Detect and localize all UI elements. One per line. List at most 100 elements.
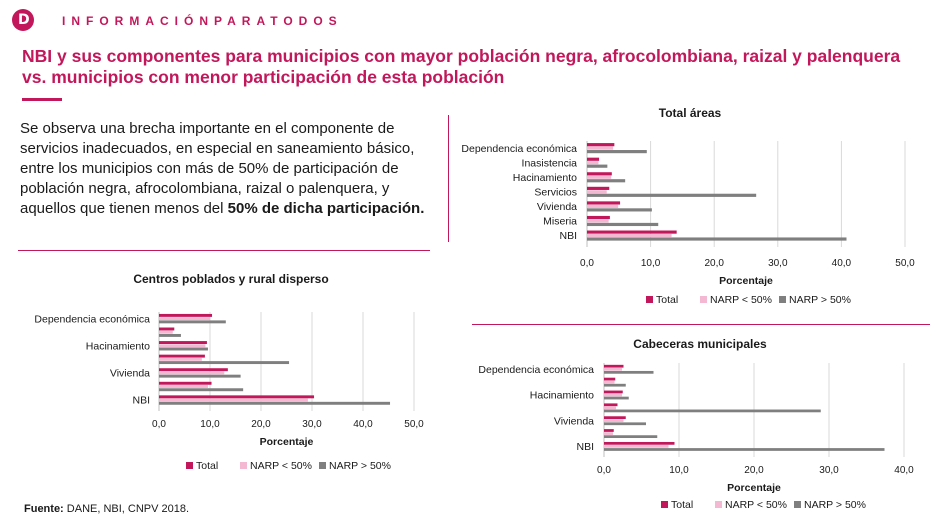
rural-bar-0 <box>159 381 212 385</box>
total-legend-swatch <box>700 296 707 303</box>
cabeceras-bar-1 <box>604 406 616 410</box>
rural-bar-1 <box>159 371 225 375</box>
cabeceras-bar-1 <box>604 445 669 448</box>
total-bar-0 <box>587 201 621 205</box>
cabeceras-bar-1 <box>604 419 624 423</box>
rural-legend-swatch <box>240 462 247 469</box>
total-bar-2 <box>587 164 608 168</box>
rural-tick-label: 20,0 <box>251 419 271 430</box>
cabeceras-bar-1 <box>604 380 615 384</box>
total-tick-label: 0,0 <box>580 258 594 269</box>
right-divider <box>472 324 930 325</box>
total-tick-label: 40,0 <box>832 258 852 269</box>
summary-bold: 50% de dicha participación. <box>227 200 425 217</box>
brand-logo: D <box>12 9 34 31</box>
rural-bar-2 <box>159 388 244 392</box>
total-tick-label: 50,0 <box>895 258 915 269</box>
total-bar-2 <box>587 208 652 212</box>
cabeceras-bar-2 <box>604 435 658 439</box>
cabeceras-legend-label: NARP > 50% <box>804 499 866 511</box>
cabeceras-tick-label: 20,0 <box>744 465 764 476</box>
cabeceras-bar-1 <box>604 432 613 435</box>
rural-bar-2 <box>159 320 226 324</box>
cabeceras-category-label: Dependencia económica <box>478 364 594 376</box>
cabeceras-legend-swatch <box>794 501 801 508</box>
total-bar-1 <box>587 233 672 238</box>
rural-bar-0 <box>159 395 315 399</box>
rural-bar-2 <box>159 401 391 405</box>
cabeceras-bar-1 <box>604 393 622 397</box>
cabeceras-bar-2 <box>604 409 821 413</box>
rural-bar-2 <box>159 333 181 337</box>
total-category-label: Vivienda <box>537 201 577 213</box>
cabeceras-x-axis-label: Porcentaje <box>727 482 781 494</box>
rural-bar-0 <box>159 327 175 331</box>
total-bar-0 <box>587 143 615 147</box>
rural-tick-label: 0,0 <box>152 419 166 430</box>
rural-bar-1 <box>159 398 308 402</box>
rural-tick-label: 30,0 <box>302 419 322 430</box>
page-title: NBI y sus componentes para municipios co… <box>22 46 901 87</box>
total-bar-1 <box>587 204 619 209</box>
cabeceras-legend-swatch <box>715 501 722 508</box>
rural-bar-2 <box>159 361 290 365</box>
cabeceras-bar-2 <box>604 422 646 426</box>
cabeceras-bar-2 <box>604 396 629 400</box>
logo-letter: D <box>18 12 30 28</box>
rural-bar-1 <box>159 385 208 388</box>
cabeceras-tick-label: 10,0 <box>669 465 689 476</box>
cabeceras-bar-2 <box>604 383 626 387</box>
title-underline <box>22 98 62 101</box>
total-tick-label: 10,0 <box>641 258 661 269</box>
cabeceras-bar-0 <box>604 364 624 368</box>
cabeceras-category-label: Vivienda <box>554 415 594 427</box>
cabeceras-legend-swatch <box>661 501 668 508</box>
rural-legend-label: Total <box>196 460 218 472</box>
rural-category-label: Vivienda <box>110 368 150 380</box>
rural-tick-label: 10,0 <box>200 419 220 430</box>
total-category-label: Dependencia económica <box>461 143 577 155</box>
total-legend-swatch <box>779 296 786 303</box>
total-legend-swatch <box>646 296 653 303</box>
cabeceras-bar-1 <box>604 367 622 371</box>
total-bar-2 <box>587 193 757 197</box>
total-category-label: Hacinamiento <box>513 172 577 184</box>
total-bar-0 <box>587 186 610 190</box>
summary-text: Se observa una brecha importante en el c… <box>20 120 415 217</box>
cabeceras-bar-0 <box>604 390 623 394</box>
rural-bar-0 <box>159 341 207 345</box>
total-legend-label: NARP < 50% <box>710 294 772 306</box>
rural-bar-1 <box>159 330 173 334</box>
total-bar-1 <box>587 219 609 223</box>
rural-category-label: Dependencia económica <box>34 313 150 325</box>
total-legend-label: NARP > 50% <box>789 294 851 306</box>
source-note: Fuente: DANE, NBI, CNPV 2018. <box>24 503 189 515</box>
brand-name: INFORMACIÓNPARATODOS <box>62 14 343 28</box>
rural-bar-1 <box>159 317 210 321</box>
total-bar-1 <box>587 190 607 194</box>
cabeceras-tick-label: 0,0 <box>597 465 611 476</box>
cabeceras-tick-label: 30,0 <box>819 465 839 476</box>
rural-bar-2 <box>159 374 241 378</box>
total-bar-2 <box>587 237 847 241</box>
cabeceras-bar-2 <box>604 370 654 374</box>
total-bar-0 <box>587 215 610 220</box>
rural-category-label: NBI <box>132 395 150 407</box>
total-bar-2 <box>587 150 647 154</box>
cabeceras-bar-0 <box>604 429 614 432</box>
total-tick-label: 20,0 <box>704 258 724 269</box>
cabeceras-legend-label: Total <box>671 499 693 511</box>
summary-paragraph: Se observa una brecha importante en el c… <box>20 119 425 219</box>
total-bar-0 <box>587 157 600 161</box>
total-bar-2 <box>587 179 626 183</box>
rural-category-label: Hacinamiento <box>86 340 150 352</box>
cabeceras-category-label: Hacinamiento <box>530 390 594 402</box>
rural-bar-0 <box>159 354 205 358</box>
rural-bar-2 <box>159 347 208 351</box>
total-bar-1 <box>587 161 599 165</box>
total-bar-1 <box>587 175 612 179</box>
total-tick-label: 30,0 <box>768 258 788 269</box>
total-x-axis-label: Porcentaje <box>719 275 773 287</box>
cabeceras-legend-label: NARP < 50% <box>725 499 787 511</box>
